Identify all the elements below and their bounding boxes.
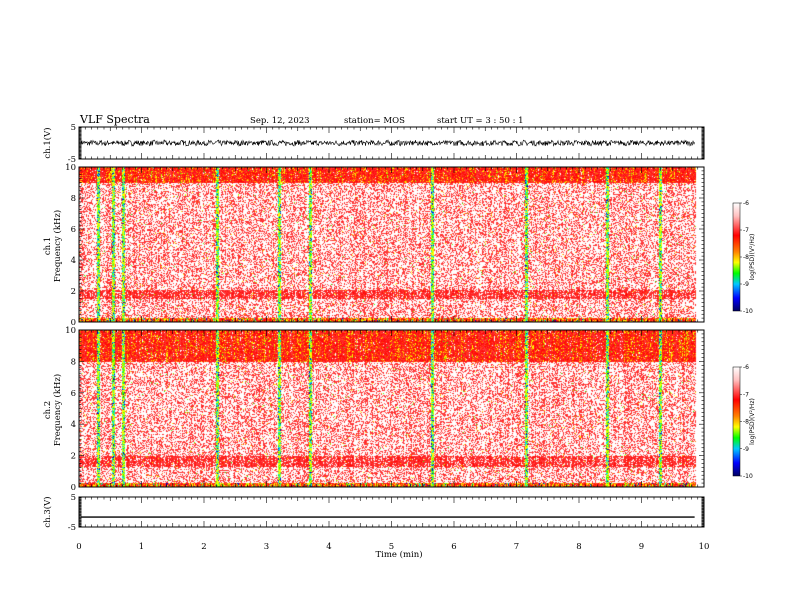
- colorbar-tick-label: -7: [743, 227, 749, 234]
- svg-text:ch.2: ch.2: [43, 401, 53, 419]
- ch1-ylabel: ch.1(V): [42, 127, 53, 158]
- y-tick-label: 2: [71, 452, 76, 462]
- ch1-waveform-trace: [80, 139, 695, 147]
- x-tick-label: 5: [389, 542, 394, 552]
- colorbar-scale: [732, 366, 741, 477]
- x-tick-label: 1: [139, 542, 144, 552]
- colorbar-scale: [732, 202, 741, 312]
- svg-text:Frequency (kHz): Frequency (kHz): [52, 210, 63, 282]
- x-tick-label: 7: [514, 542, 519, 552]
- colorbar-tick-label: -6: [743, 364, 749, 371]
- panel-frame: [78, 329, 705, 488]
- panel-frame: [78, 126, 705, 160]
- ch2-spectrogram-image: [79, 330, 704, 487]
- colorbar-tick-label: -7: [743, 391, 749, 398]
- y-tick-label: 0: [71, 318, 76, 328]
- colorbar-tick-label: -8: [743, 419, 749, 426]
- x-axis-ticks: 0 1 2 3 4 5 6 7 8 9 10: [76, 542, 709, 552]
- ch1-spectrogram-image: [79, 167, 704, 322]
- y-tick-label: 10: [65, 163, 76, 173]
- ch2-spectrogram-panel: 10 8 6 4 2 0: [65, 326, 705, 493]
- ch3-waveform-panel: 5 -5: [68, 493, 705, 533]
- x-tick-label: 0: [76, 542, 81, 552]
- colorbar-tick-label: -9: [743, 281, 749, 288]
- x-tick-label: 2: [201, 542, 206, 552]
- y-tick-label: -5: [68, 155, 76, 165]
- y-tick-label: 5: [71, 123, 76, 133]
- colorbar-tick-label: -9: [743, 446, 749, 453]
- colorbar-label: log(PSD)(V²/Hz): [749, 234, 756, 281]
- y-tick-label: -5: [68, 523, 76, 533]
- y-tick-label: 6: [71, 225, 76, 235]
- colorbar-tick-label: -8: [743, 254, 749, 261]
- y-tick-label: 4: [71, 256, 76, 266]
- ch1-waveform-panel: 5 -5: [68, 123, 705, 165]
- panel-frame: [78, 496, 705, 528]
- x-tick-label: 9: [639, 542, 644, 552]
- colorbar-tick-label: -6: [743, 200, 749, 207]
- figure-title: VLF Spectra: [79, 113, 150, 126]
- x-tick-label: 3: [264, 542, 269, 552]
- svg-text:Frequency (kHz): Frequency (kHz): [52, 374, 63, 446]
- colorbar-label: log(PSD)(V²/Hz): [749, 398, 756, 445]
- colorbar-tick-label: -10: [743, 473, 753, 480]
- y-tick-label: 10: [65, 326, 76, 336]
- y-tick-label: 0: [71, 483, 76, 493]
- x-tick-label: 6: [451, 542, 456, 552]
- ch2-colorbar: -6 -7 -8 -9 -10 log(PSD)(V²/Hz): [732, 364, 756, 480]
- x-axis-label: Time (min): [375, 549, 422, 560]
- x-tick-label: 4: [326, 542, 331, 552]
- y-tick-label: 8: [71, 357, 76, 367]
- ch3-ylabel: ch.3(V): [42, 496, 53, 527]
- y-tick-label: 4: [71, 420, 76, 430]
- y-tick-label: 2: [71, 287, 76, 297]
- colorbar-tick-label: -10: [743, 308, 753, 315]
- y-tick-label: 5: [71, 493, 76, 503]
- date-label: Sep. 12, 2023: [250, 116, 310, 126]
- ch1-colorbar: -6 -7 -8 -9 -10 log(PSD)(V²/Hz): [732, 200, 756, 315]
- ch1-spec-ylabel: ch.1 Frequency (kHz): [43, 210, 63, 282]
- start-time-label: start UT = 3 : 50 : 1: [437, 116, 524, 126]
- panel-frame: [78, 166, 705, 323]
- y-tick-label: 6: [71, 389, 76, 399]
- ch2-spec-ylabel: ch.2 Frequency (kHz): [43, 374, 63, 446]
- svg-text:ch.1: ch.1: [43, 237, 53, 255]
- station-label: station= MOS: [344, 116, 405, 126]
- y-tick-label: 8: [71, 194, 76, 204]
- x-tick-label: 10: [699, 542, 710, 552]
- ch1-spectrogram-panel: 10 8 6 4 2 0: [65, 163, 705, 328]
- x-tick-label: 8: [576, 542, 581, 552]
